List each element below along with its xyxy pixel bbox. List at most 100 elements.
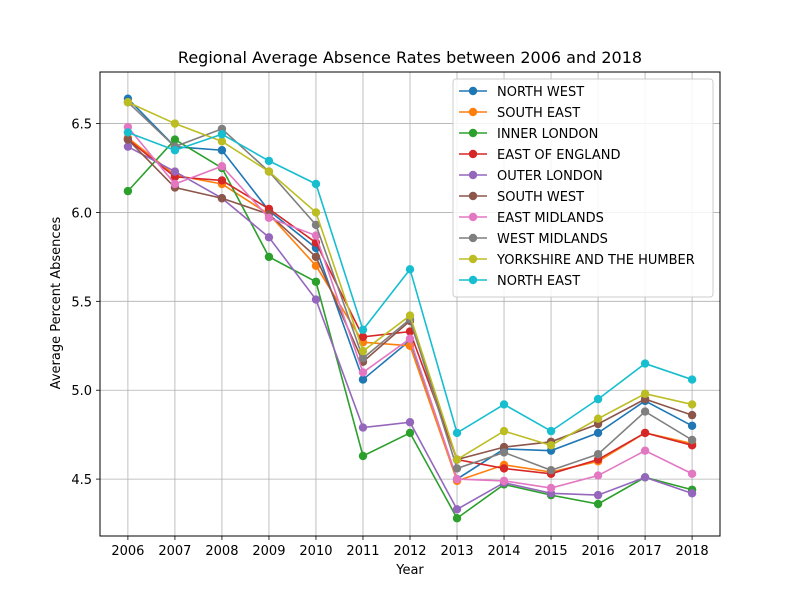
- legend-item-east-of-england: EAST OF ENGLAND: [459, 148, 620, 163]
- data-point-yorkshire-and-the-humber: [311, 208, 321, 217]
- data-point-north-east: [123, 128, 133, 137]
- x-tick-label: 2016: [582, 544, 615, 559]
- x-tick-label: 2015: [535, 544, 568, 559]
- x-tick-label: 2013: [440, 544, 473, 559]
- legend-swatch-marker: [468, 149, 478, 159]
- data-point-west-midlands: [640, 407, 650, 416]
- data-point-south-west: [687, 410, 697, 420]
- data-point-south-west: [311, 252, 321, 262]
- data-point-north-east: [264, 156, 274, 166]
- data-point-yorkshire-and-the-humber: [546, 441, 556, 450]
- data-point-inner-london: [311, 277, 321, 286]
- legend-label: EAST MIDLANDS: [497, 211, 604, 226]
- data-point-outer-london: [123, 142, 133, 151]
- legend-item-west-midlands: WEST MIDLANDS: [459, 232, 608, 247]
- data-point-north-west: [593, 428, 603, 438]
- x-tick-label: 2010: [299, 544, 332, 559]
- data-point-inner-london: [452, 514, 462, 523]
- data-point-west-midlands: [358, 354, 368, 363]
- y-tick-label: 5.0: [71, 384, 92, 399]
- data-point-east-midlands: [170, 179, 180, 189]
- data-point-east-midlands: [311, 231, 321, 240]
- data-point-outer-london: [452, 505, 462, 514]
- x-tick-label: 2014: [487, 544, 520, 559]
- data-point-north-east: [311, 179, 321, 189]
- data-point-outer-london: [264, 233, 274, 242]
- data-point-north-west: [358, 375, 368, 384]
- x-tick-label: 2008: [205, 544, 238, 559]
- data-point-north-east: [593, 394, 603, 404]
- legend-label: SOUTH EAST: [497, 106, 580, 121]
- series-group: [123, 94, 697, 523]
- data-point-yorkshire-and-the-humber: [358, 346, 368, 356]
- chart-title: Regional Average Absence Rates between 2…: [178, 48, 642, 67]
- data-point-outer-london: [311, 295, 321, 304]
- data-point-north-east: [546, 426, 556, 436]
- data-point-south-west: [123, 135, 133, 144]
- legend-label: NORTH EAST: [497, 274, 580, 289]
- data-point-yorkshire-and-the-humber: [123, 98, 133, 107]
- legend-label: YORKSHIRE AND THE HUMBER: [496, 253, 695, 268]
- legend: NORTH WEST SOUTH EAST INNER LONDON EAST OF …: [452, 78, 714, 298]
- legend-item-outer-london: OUTER LONDON: [459, 169, 603, 184]
- legend-swatch-marker: [468, 86, 478, 96]
- data-point-north-east: [452, 428, 462, 438]
- x-tick-label: 2011: [346, 544, 379, 559]
- legend-item-south-east: SOUTH EAST: [459, 106, 580, 121]
- legend-swatch-marker: [468, 233, 478, 243]
- x-tick-label: 2007: [158, 544, 191, 559]
- legend-item-south-west: SOUTH WEST: [459, 190, 584, 205]
- data-point-west-midlands: [593, 450, 603, 459]
- data-point-east-of-england: [499, 464, 509, 473]
- data-point-north-east: [687, 375, 697, 384]
- legend-swatch-marker: [468, 212, 478, 222]
- legend-label: NORTH WEST: [497, 85, 584, 100]
- data-point-north-east: [499, 400, 509, 409]
- data-point-outer-london: [405, 418, 415, 427]
- legend-label: OUTER LONDON: [497, 169, 603, 184]
- data-point-yorkshire-and-the-humber: [264, 167, 274, 176]
- data-point-outer-london: [687, 489, 697, 498]
- legend-swatch-marker: [468, 107, 478, 117]
- x-tick-label: 2009: [252, 544, 285, 559]
- x-tick-label: 2012: [393, 544, 426, 559]
- data-point-yorkshire-and-the-humber: [405, 311, 415, 320]
- data-point-yorkshire-and-the-humber: [640, 389, 650, 398]
- data-point-east-of-england: [217, 176, 227, 185]
- data-point-east-midlands: [593, 471, 603, 480]
- legend-swatch-marker: [468, 128, 478, 138]
- data-point-north-east: [170, 146, 180, 155]
- data-point-north-east: [358, 325, 368, 334]
- legend-item-inner-london: INNER LONDON: [459, 127, 598, 142]
- y-axis: 4.5 5.0 5.5 6.0 6.5: [71, 118, 100, 488]
- data-point-outer-london: [640, 473, 650, 482]
- data-point-east-midlands: [640, 446, 650, 455]
- data-point-east-midlands: [405, 334, 415, 343]
- data-point-inner-london: [123, 186, 133, 196]
- legend-item-north-west: NORTH WEST: [459, 85, 584, 100]
- data-point-inner-london: [358, 451, 368, 461]
- data-point-yorkshire-and-the-humber: [499, 426, 509, 436]
- series-north-east: [123, 128, 697, 438]
- y-axis-label: Average Percent Absences: [49, 216, 64, 389]
- data-point-yorkshire-and-the-humber: [593, 414, 603, 423]
- data-point-west-midlands: [452, 464, 462, 473]
- data-point-outer-london: [593, 490, 603, 500]
- data-point-north-west: [217, 146, 227, 155]
- legend-box: [452, 78, 714, 298]
- data-point-north-east: [405, 265, 415, 274]
- data-point-east-midlands: [499, 476, 509, 486]
- legend-swatch-marker: [468, 191, 478, 201]
- data-point-south-east: [311, 261, 321, 270]
- legend-item-yorkshire-and-the-humber: YORKSHIRE AND THE HUMBER: [459, 253, 695, 268]
- data-point-yorkshire-and-the-humber: [452, 455, 462, 464]
- data-point-inner-london: [405, 428, 415, 438]
- data-point-inner-london: [170, 135, 180, 144]
- legend-swatch-marker: [468, 254, 478, 264]
- legend-label: INNER LONDON: [497, 127, 598, 142]
- legend-label: WEST MIDLANDS: [497, 232, 608, 247]
- data-point-east-midlands: [217, 162, 227, 171]
- legend-swatch-marker: [468, 170, 478, 180]
- data-point-east-of-england: [358, 332, 368, 342]
